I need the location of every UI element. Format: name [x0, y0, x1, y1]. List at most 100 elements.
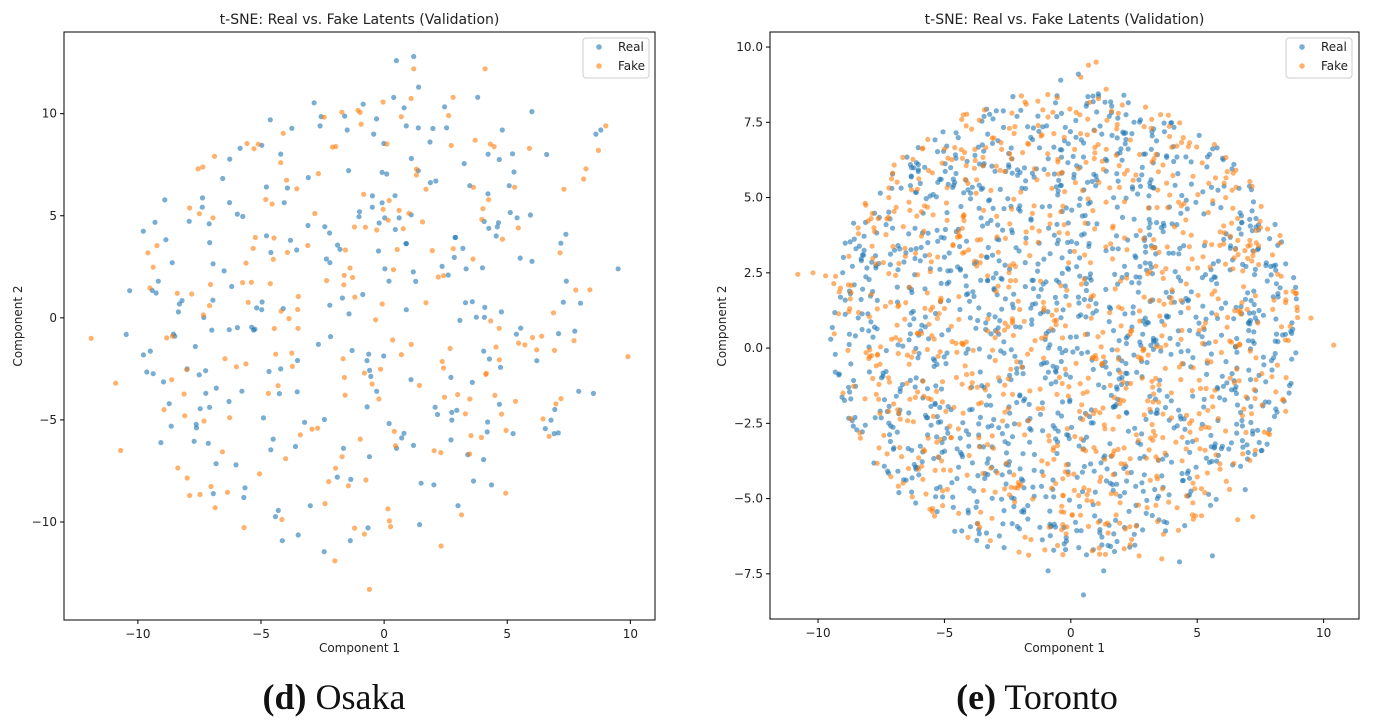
- fake-point: [976, 117, 982, 123]
- fake-point: [908, 187, 915, 193]
- real-point: [937, 404, 943, 411]
- fake-point: [113, 380, 119, 386]
- real-point: [1289, 356, 1295, 362]
- real-point: [910, 308, 916, 314]
- real-point: [1076, 545, 1082, 551]
- fake-point: [1193, 437, 1200, 443]
- fake-point: [187, 492, 193, 499]
- fake-point: [483, 370, 489, 376]
- real-point: [403, 307, 409, 313]
- fake-point: [1194, 144, 1200, 150]
- real-point: [593, 131, 599, 137]
- real-point: [1014, 370, 1020, 376]
- real-point: [542, 426, 548, 432]
- real-point: [1090, 310, 1096, 316]
- real-point: [337, 246, 343, 252]
- real-point: [281, 200, 287, 206]
- fake-point: [1223, 175, 1229, 181]
- fake-point: [1085, 196, 1091, 202]
- fake-point: [1076, 408, 1083, 414]
- real-point: [998, 275, 1004, 281]
- fake-point: [1202, 320, 1208, 326]
- fake-point: [870, 375, 876, 382]
- caption-toronto: (e) Toronto: [956, 676, 1118, 718]
- real-point: [1125, 428, 1131, 434]
- real-point: [935, 179, 941, 185]
- fake-point: [270, 256, 276, 262]
- real-point: [1086, 243, 1092, 249]
- real-point: [1112, 271, 1118, 277]
- fake-point: [994, 234, 1000, 240]
- real-point: [938, 280, 944, 286]
- real-point: [1140, 488, 1146, 494]
- fake-point: [429, 248, 435, 254]
- fake-point: [1249, 411, 1255, 417]
- real-point: [1143, 243, 1149, 249]
- real-point: [972, 152, 978, 158]
- fake-point: [938, 295, 944, 301]
- real-point: [1218, 305, 1225, 311]
- fake-point: [345, 483, 351, 489]
- fake-point: [1217, 229, 1223, 235]
- real-point: [976, 531, 982, 537]
- fake-point: [1277, 240, 1283, 246]
- fake-point: [856, 309, 862, 316]
- fake-point: [1165, 205, 1171, 211]
- real-point: [1047, 533, 1053, 539]
- real-point: [1228, 387, 1235, 393]
- fake-point: [1040, 405, 1046, 412]
- fake-point: [1226, 486, 1233, 492]
- fake-point: [1060, 552, 1066, 558]
- real-point: [907, 377, 913, 383]
- real-point: [1085, 349, 1091, 355]
- fake-point: [1222, 261, 1229, 267]
- fake-point: [1234, 366, 1240, 372]
- fake-point: [1135, 438, 1141, 444]
- fake-point: [573, 287, 579, 293]
- fake-point: [1091, 445, 1097, 451]
- real-point: [1250, 199, 1257, 205]
- fake-point: [1092, 407, 1098, 413]
- fake-point: [1016, 421, 1022, 427]
- fake-point: [973, 190, 979, 196]
- real-point: [1186, 475, 1193, 481]
- real-point: [346, 311, 352, 317]
- real-point: [1288, 328, 1294, 334]
- fake-point: [391, 428, 397, 434]
- real-point: [417, 522, 423, 528]
- real-point: [1154, 495, 1160, 502]
- real-point: [1245, 290, 1251, 296]
- real-point: [1261, 362, 1267, 368]
- real-point: [1109, 103, 1115, 109]
- real-point: [1268, 358, 1275, 364]
- real-point: [1217, 395, 1223, 401]
- real-point: [987, 197, 993, 203]
- fake-point: [210, 215, 216, 221]
- fake-point: [1188, 232, 1194, 238]
- real-point: [1082, 212, 1088, 219]
- fake-point: [550, 310, 557, 316]
- real-point: [990, 116, 996, 122]
- real-point: [1019, 509, 1025, 515]
- fake-point: [496, 325, 502, 331]
- real-point: [985, 131, 991, 137]
- fake-point: [867, 354, 873, 360]
- real-point: [1238, 303, 1244, 310]
- fake-point: [1179, 139, 1185, 145]
- real-point: [1029, 277, 1035, 283]
- fake-point: [1156, 298, 1162, 304]
- real-point: [339, 295, 345, 301]
- real-point: [829, 324, 835, 331]
- fake-point: [1270, 306, 1276, 312]
- legend: Real Fake: [1285, 37, 1353, 79]
- fake-point: [992, 489, 998, 495]
- fake-point: [357, 436, 363, 442]
- real-point: [887, 432, 893, 438]
- fake-point: [352, 294, 358, 300]
- real-point: [403, 123, 409, 129]
- fake-point: [322, 501, 328, 507]
- real-point: [895, 342, 901, 348]
- fake-point: [1240, 451, 1246, 457]
- real-point: [411, 53, 417, 60]
- real-point: [915, 161, 921, 168]
